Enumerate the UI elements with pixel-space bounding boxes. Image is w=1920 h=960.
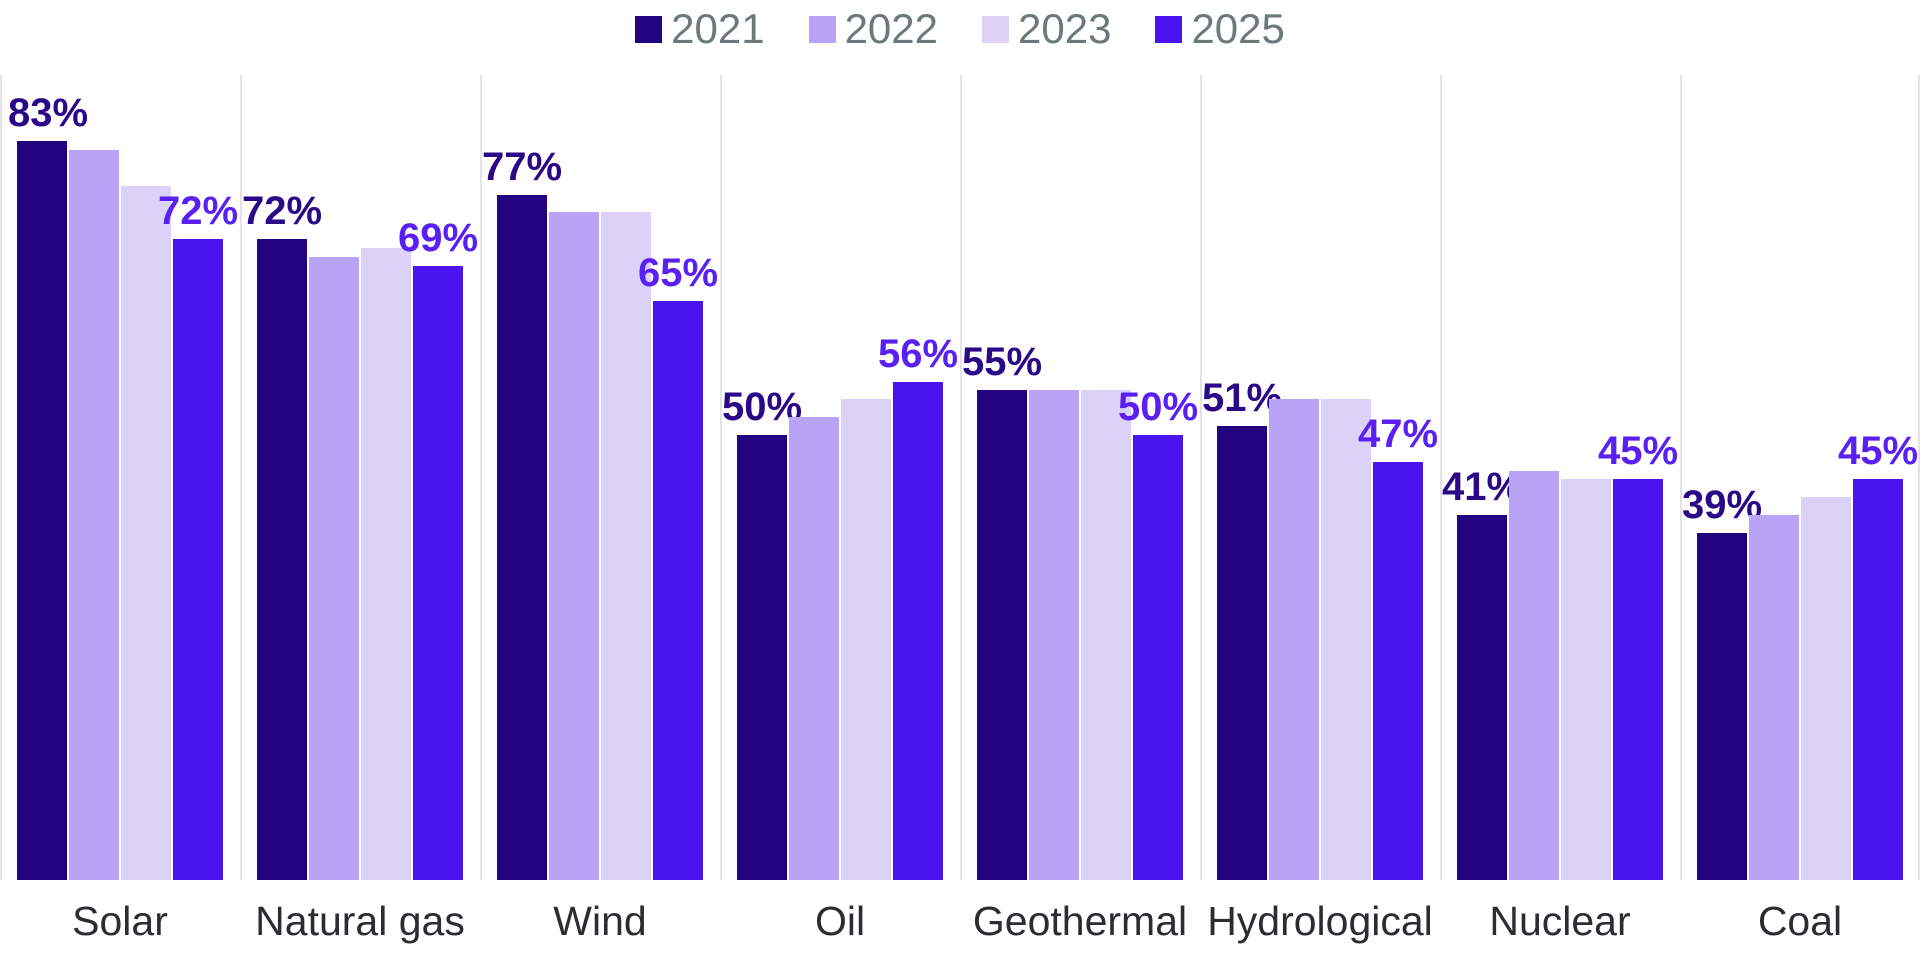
category-label-coal: Coal xyxy=(1757,898,1843,944)
value-label-2025-nuclear: 45% xyxy=(1597,429,1679,473)
gridline xyxy=(240,75,242,880)
legend-item-2023: 2023 xyxy=(982,8,1111,50)
bar-2023-nuclear xyxy=(1561,479,1611,880)
bar-2022-geothermal xyxy=(1029,390,1079,880)
bar-2025-geothermal xyxy=(1133,435,1183,880)
legend-item-label: 2023 xyxy=(1018,5,1112,52)
value-label-2021-oil: 50% xyxy=(721,385,803,429)
bar-2023-geothermal xyxy=(1081,390,1131,880)
bar-2021-nuclear xyxy=(1457,515,1507,880)
value-label-2021-solar: 83% xyxy=(8,91,89,135)
bar-group-nuclear: 41% 45% xyxy=(1440,75,1680,880)
bar-group-geothermal: 55% 50% xyxy=(960,75,1200,880)
bar-2021-geothermal xyxy=(977,390,1027,880)
bar-2021-hydrological xyxy=(1217,426,1267,880)
bar-2022-natural-gas xyxy=(309,257,359,880)
gridline xyxy=(1680,75,1682,880)
legend-swatch-icon xyxy=(982,15,1009,43)
legend-item-2021: 2021 xyxy=(635,5,765,52)
category-label-solar: Solar xyxy=(72,898,168,944)
value-label-2021-nuclear: 41% xyxy=(1441,465,1523,509)
legend-item-label: 2021 xyxy=(671,5,765,52)
bar-group-natural-gas: 72% 69% xyxy=(240,75,480,880)
legend-swatch-icon xyxy=(635,15,663,43)
gridline xyxy=(0,75,2,880)
bar-2022-oil xyxy=(789,417,839,880)
bar-2021-coal xyxy=(1697,533,1747,880)
value-label-2025-coal: 45% xyxy=(1837,429,1919,473)
bar-2023-oil xyxy=(841,399,891,880)
category-label-hydrological: Hydrological xyxy=(1207,898,1433,944)
value-label-2021-hydrological: 51% xyxy=(1201,376,1283,420)
value-label-2025-wind: 65% xyxy=(637,251,719,295)
value-label-2025-solar: 72% xyxy=(157,189,239,233)
value-label-2025-oil: 56% xyxy=(877,332,959,376)
bar-2021-natural-gas xyxy=(257,239,307,880)
bar-2022-solar xyxy=(69,150,119,880)
bar-2022-nuclear xyxy=(1509,471,1559,880)
bar-2025-coal xyxy=(1853,479,1903,880)
gridline xyxy=(480,75,482,880)
bar-2023-hydrological xyxy=(1321,399,1371,880)
legend-swatch-icon xyxy=(1155,15,1183,43)
bar-group-wind: 77% 65% xyxy=(480,75,720,880)
value-label-2021-wind: 77% xyxy=(481,145,563,189)
bar-2021-wind xyxy=(497,195,547,880)
category-label-wind: Wind xyxy=(553,898,647,944)
bar-2022-coal xyxy=(1749,515,1799,880)
bar-2022-hydrological xyxy=(1269,399,1319,880)
legend-item-label: 2022 xyxy=(844,5,938,52)
bar-group-oil: 50% 56% xyxy=(720,75,960,880)
gridline xyxy=(960,75,962,880)
legend-item-2022: 2022 xyxy=(808,5,938,52)
category-label-oil: Oil xyxy=(814,898,866,944)
legend-item-label: 2025 xyxy=(1191,5,1285,52)
bar-2025-natural-gas xyxy=(413,266,463,880)
gridline xyxy=(720,75,722,880)
category-label-natural-gas: Natural gas xyxy=(255,898,465,944)
value-label-2025-geothermal: 50% xyxy=(1117,385,1199,429)
bar-group-solar: 83% 72% xyxy=(0,75,240,880)
bar-group-coal: 39% 45% xyxy=(1680,75,1920,880)
value-label-2021-coal: 39% xyxy=(1681,483,1763,527)
bar-2023-natural-gas xyxy=(361,248,411,880)
bar-group-hydrological: 51% 47% xyxy=(1200,75,1440,880)
bar-2021-solar xyxy=(17,141,67,880)
gridline xyxy=(1200,75,1202,880)
bar-2022-wind xyxy=(549,212,599,880)
category-label-nuclear: Nuclear xyxy=(1489,898,1631,944)
value-label-2025-hydrological: 47% xyxy=(1357,412,1439,456)
value-label-2025-natural-gas: 69% xyxy=(397,216,479,260)
legend-swatch-icon xyxy=(808,15,836,43)
legend: 2021 2022 2023 2025 xyxy=(0,8,1920,50)
bar-2025-oil xyxy=(893,382,943,880)
value-label-2021-geothermal: 55% xyxy=(961,340,1043,384)
bar-2025-wind xyxy=(653,301,703,880)
value-label-2021-natural-gas: 72% xyxy=(241,189,323,233)
bar-2023-solar xyxy=(121,186,171,880)
bar-2025-nuclear xyxy=(1613,479,1663,880)
legend-item-2025: 2025 xyxy=(1155,5,1285,52)
category-label-geothermal: Geothermal xyxy=(972,898,1188,944)
bar-2025-hydrological xyxy=(1373,462,1423,880)
bar-2023-coal xyxy=(1801,497,1851,880)
plot-area: 83% 72% 72% 69% 77% 65% 50% 56% 55% 50% 51% 47% 41% 4… xyxy=(0,75,1920,880)
gridline xyxy=(1918,75,1920,880)
bar-2021-oil xyxy=(737,435,787,880)
bar-2025-solar xyxy=(173,239,223,880)
gridline xyxy=(1440,75,1442,880)
bar-2023-wind xyxy=(601,212,651,880)
